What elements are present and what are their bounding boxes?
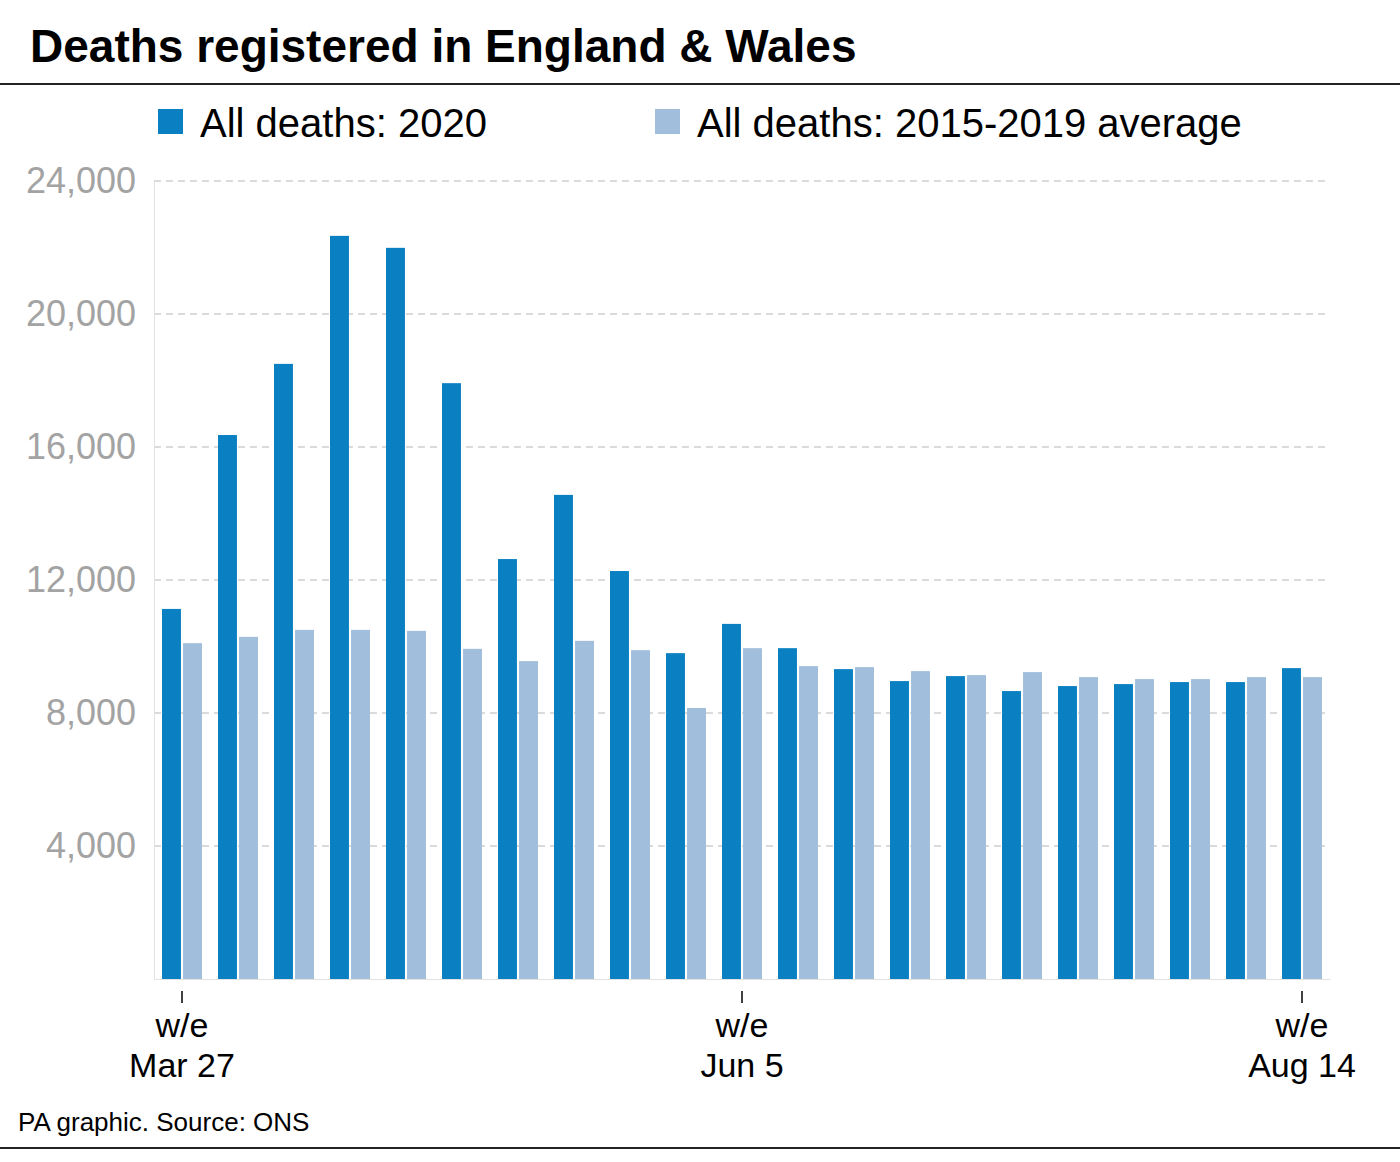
bar	[162, 609, 181, 979]
bar	[722, 624, 741, 979]
bar	[442, 383, 461, 979]
y-tick-label: 20,000	[26, 293, 136, 334]
y-tick: 20,000	[26, 293, 154, 334]
legend-swatch	[158, 109, 183, 134]
bar	[610, 571, 629, 979]
title: Deaths registered in England & Wales	[30, 20, 857, 72]
bars	[162, 236, 1322, 979]
bar	[743, 648, 762, 979]
y-tick: 4,000	[46, 825, 154, 866]
bar	[1282, 668, 1301, 979]
y-tick-label: 16,000	[26, 426, 136, 467]
x-axis: w/eMar 27w/eJun 5w/eAug 14	[129, 980, 1356, 1085]
bar	[386, 248, 405, 979]
bar	[890, 681, 909, 979]
y-axis: 4,000 8,000 12,000 16,000 20,000 24,000	[26, 160, 155, 979]
x-tick-label: w/eMar 27	[129, 1006, 235, 1084]
x-tick-label-line: Jun 5	[700, 1046, 783, 1084]
bar	[1247, 677, 1266, 979]
x-tick-label-line: w/e	[1275, 1006, 1329, 1044]
x-tick-mark	[181, 991, 183, 1003]
legend-label: All deaths: 2020	[200, 101, 487, 145]
x-tick: w/eMar 27	[129, 991, 235, 1084]
x-tick-mark	[741, 991, 743, 1003]
y-tick-label: 24,000	[26, 160, 136, 201]
bar	[911, 671, 930, 979]
title-rule	[0, 83, 1400, 85]
legend-label: All deaths: 2015-2019 average	[697, 101, 1242, 145]
bar	[463, 649, 482, 979]
bar	[666, 653, 685, 979]
legend-item: All deaths: 2015-2019 average	[655, 101, 1242, 145]
chart: Deaths registered in England & Wales All …	[0, 0, 1400, 1162]
bar	[183, 643, 202, 979]
bar	[330, 236, 349, 979]
legend-item: All deaths: 2020	[158, 101, 487, 145]
source: PA graphic. Source: ONS	[18, 1107, 309, 1137]
x-tick-label-line: Mar 27	[129, 1046, 235, 1084]
bar	[1226, 682, 1245, 979]
x-tick-mark	[1301, 991, 1303, 1003]
bar	[1114, 684, 1133, 979]
bar	[1002, 691, 1021, 979]
y-tick: 8,000	[46, 692, 154, 733]
bar	[295, 630, 314, 979]
x-tick: w/eAug 14	[1248, 991, 1356, 1084]
bottom-rule	[0, 1147, 1400, 1149]
y-tick: 24,000	[26, 160, 154, 201]
x-axis-line	[155, 979, 1331, 980]
legend-swatch	[655, 109, 680, 134]
bar	[1079, 677, 1098, 979]
bar	[351, 630, 370, 979]
x-tick-label-line: w/e	[715, 1006, 769, 1044]
bar	[1303, 677, 1322, 979]
y-tick: 12,000	[26, 559, 154, 600]
bar	[218, 435, 237, 979]
bar	[778, 648, 797, 979]
bar	[1058, 686, 1077, 979]
bar	[946, 676, 965, 979]
bar	[1170, 682, 1189, 979]
series	[183, 630, 1322, 979]
bar	[967, 675, 986, 979]
series	[162, 236, 1301, 979]
bar	[239, 637, 258, 979]
bar	[1023, 672, 1042, 979]
bar	[1191, 679, 1210, 979]
x-tick-label-line: w/e	[155, 1006, 209, 1044]
bar	[631, 650, 650, 979]
bar	[498, 559, 517, 979]
x-tick-label: w/eJun 5	[700, 1006, 783, 1084]
bar	[407, 631, 426, 979]
y-tick: 16,000	[26, 426, 154, 467]
bar	[855, 667, 874, 979]
bar	[1135, 679, 1154, 979]
bar	[519, 661, 538, 979]
y-tick-label: 4,000	[46, 825, 136, 866]
bar	[834, 669, 853, 979]
bar	[575, 641, 594, 979]
y-tick-label: 8,000	[46, 692, 136, 733]
bar	[799, 666, 818, 979]
bar	[687, 708, 706, 979]
grid-line	[154, 180, 1330, 182]
bar	[274, 364, 293, 979]
x-tick-label-line: Aug 14	[1248, 1046, 1356, 1084]
y-axis-line	[154, 182, 155, 980]
y-tick-label: 12,000	[26, 559, 136, 600]
bar	[554, 495, 573, 979]
x-tick: w/eJun 5	[700, 991, 783, 1084]
x-tick-label: w/eAug 14	[1248, 1006, 1356, 1084]
